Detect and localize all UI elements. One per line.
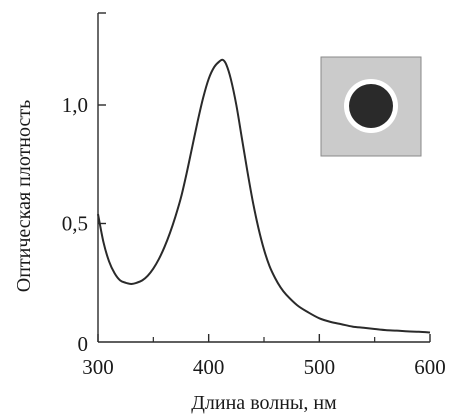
axes: 0 0,5 1,0 300 400 500 600 xyxy=(62,12,446,379)
x-axis-label: Длина волны, нм xyxy=(191,392,337,414)
inset-core xyxy=(349,84,393,128)
x-tick-label: 300 xyxy=(82,355,114,379)
x-tick-label: 400 xyxy=(193,355,225,379)
y-tick-label: 0 xyxy=(78,332,89,356)
x-tick-label: 500 xyxy=(304,355,336,379)
marks xyxy=(97,58,431,334)
x-tick-label: 600 xyxy=(414,355,446,379)
absorption-curve xyxy=(97,58,431,334)
inset-nanoparticle xyxy=(320,56,422,157)
y-axis-label: Оптическая плотность xyxy=(13,100,35,293)
y-tick-label: 0,5 xyxy=(62,212,88,236)
y-tick-label: 1,0 xyxy=(62,93,88,117)
